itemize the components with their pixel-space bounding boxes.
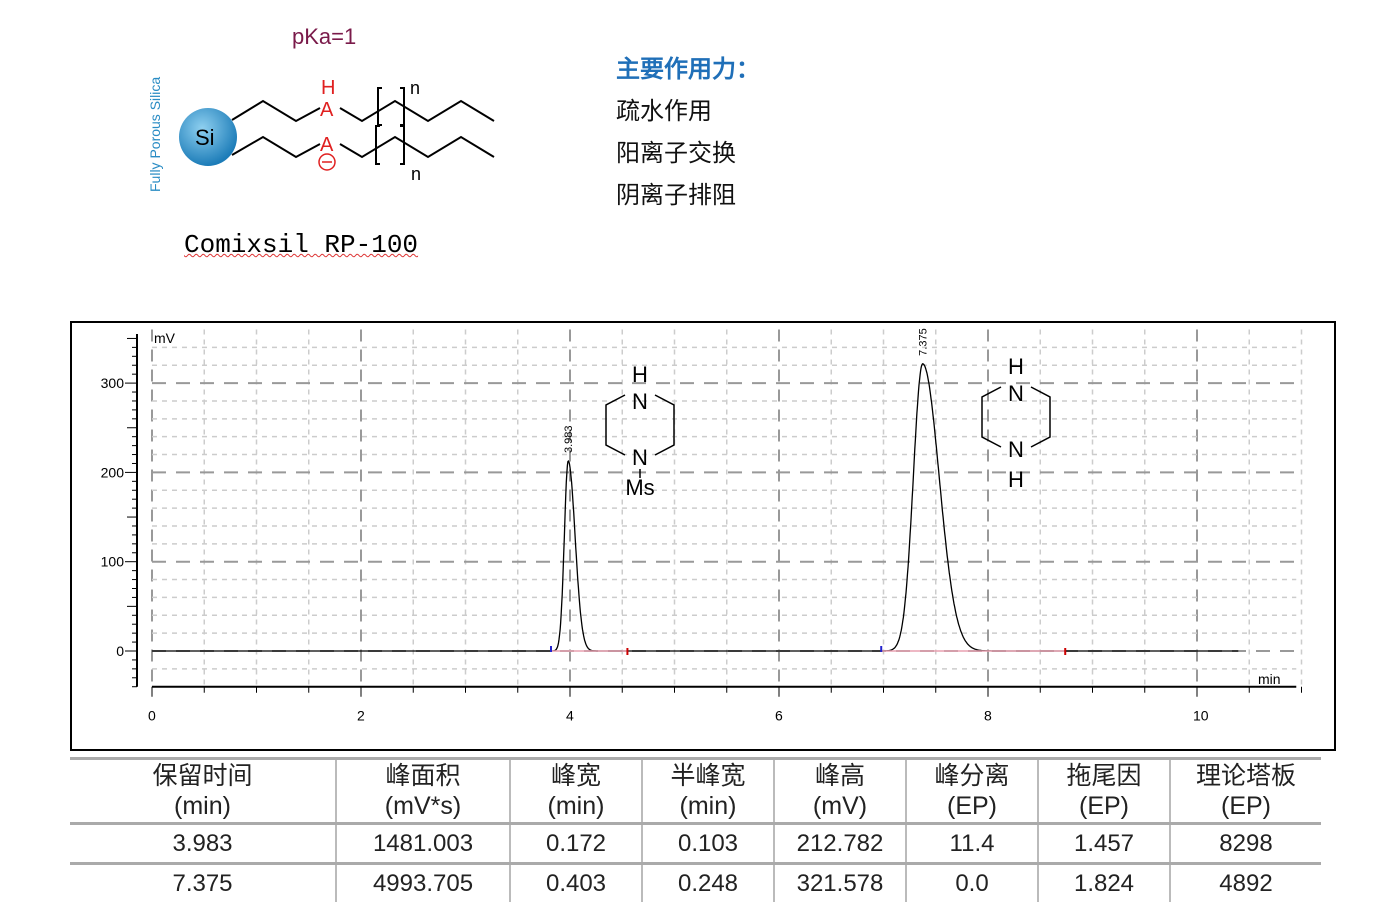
header-text: (min) [174,792,231,820]
y-tick-label: 300 [101,375,125,391]
table-cell: 0.0 [905,862,1038,902]
svg-text:A: A [320,99,334,121]
header-text: (EP) [1221,792,1271,820]
table-cell: 11.4 [905,822,1038,864]
svg-text:H: H [321,77,335,99]
peak-label: 3.983 [563,425,575,453]
ring-bond [1030,386,1051,448]
header-text: 峰宽 [550,762,601,790]
header-text: 峰分离 [934,762,1010,790]
table-cell: 0.248 [641,862,774,902]
header-text: 峰面积 [385,762,461,790]
ring-bond [654,394,675,456]
atom-label: H [632,362,648,387]
table-cell: 212.782 [773,822,906,864]
bead-label: Si [195,125,215,150]
header-text: (EP) [947,792,997,820]
x-tick-label: 4 [566,708,574,724]
negative-charge-icon [318,153,336,171]
forces-heading: 主要作用力： [616,54,760,83]
atom-label: Ms [625,475,654,500]
silica-bead [179,108,237,166]
force-item: 疏水作用 [616,97,712,125]
table-row: 7.375 4993.705 0.403 0.248 321.578 0.0 1.824 48… [70,862,1321,902]
header-text: (mV*s) [384,792,462,820]
atom-label: N [632,445,648,470]
stationary-phase-structure: pKa=1 Fully Porous Silica Si H A A n n [147,24,495,192]
column-header: 峰高 (mV) [773,757,906,824]
peak-table: 保留时间 (min) 峰面积 (mV*s) 峰宽 (min) 半峰宽 (min) 峰高 (mV) 峰… [70,757,1321,902]
column-header: 半峰宽 (min) [641,757,774,824]
atom-label: N [1008,437,1024,462]
table-cell: 1481.003 [335,822,510,864]
table-header-row: 保留时间 (min) 峰面积 (mV*s) 峰宽 (min) 半峰宽 (min) 峰高 (mV) 峰… [70,757,1321,824]
table-cell: 0.403 [509,862,642,902]
column-header: 峰分离 (EP) [905,757,1038,824]
x-tick-label: 10 [1193,708,1209,724]
header-text: (min) [679,792,737,820]
header-text: 拖尾因 [1066,762,1142,790]
x-tick-label: 2 [357,708,365,724]
ring-bond [981,386,1002,448]
table-cell: 4993.705 [335,862,510,902]
table-cell: 8298 [1169,822,1321,864]
svg-text:n: n [411,164,421,184]
header-text: 峰高 [814,762,865,790]
header-text: 半峰宽 [670,762,746,790]
y-tick-label: 200 [101,464,125,480]
y-tick-label: 0 [116,643,124,659]
table-cell: 0.103 [641,822,774,864]
peak-label: 7.375 [918,328,930,356]
atom-label: H [1008,354,1024,379]
table-cell: 7.375 [70,862,336,902]
table-row: 3.983 1481.003 0.172 0.103 212.782 11.4 1.457 8… [70,822,1321,864]
table-cell: 3.983 [70,822,336,864]
column-header: 拖尾因 (EP) [1037,757,1170,824]
header-text: (min) [547,792,605,820]
support-label: Fully Porous Silica [147,77,163,192]
column-header: 理论塔板 (EP) [1169,757,1321,824]
force-item: 阳离子交换 [616,139,736,167]
y-tick-label: 100 [101,554,125,570]
table-cell: 321.578 [773,862,906,902]
atom-label: N [1008,381,1024,406]
interaction-forces: 主要作用力： 疏水作用 阳离子交换 阴离子排阻 [616,48,760,216]
x-axis-label: min [1258,671,1281,687]
x-tick-label: 6 [775,708,783,724]
header-text: (mV) [812,792,868,820]
table-cell: 0.172 [509,822,642,864]
column-header: 峰宽 (min) [509,757,642,824]
header-text: (EP) [1079,792,1129,820]
header-text: 理论塔板 [1195,762,1296,790]
chromatogram-frame [70,321,1336,751]
y-axis-label: mV [154,330,176,346]
atom-label: H [1008,467,1024,492]
product-name: Comixsil RP-100 [184,230,419,260]
header-text: 保留时间 [152,762,253,790]
ring-bond [605,394,626,456]
force-item: 阴离子排阻 [616,181,736,209]
table-cell: 1.457 [1037,822,1170,864]
atom-label: N [632,389,648,414]
pka-label: pKa=1 [292,24,356,49]
table-cell: 1.824 [1037,862,1170,902]
column-header: 峰面积 (mV*s) [335,757,510,824]
table-cell: 4892 [1169,862,1321,902]
svg-text:n: n [410,78,420,98]
x-tick-label: 8 [984,708,992,724]
column-header: 保留时间 (min) [70,757,336,824]
x-tick-label: 0 [148,708,156,724]
svg-text:A: A [320,134,334,156]
